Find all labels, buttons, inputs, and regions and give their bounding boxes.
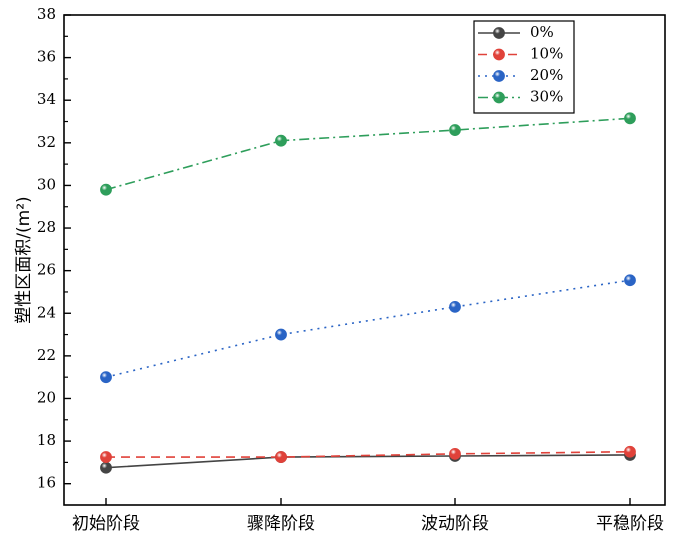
plot-frame <box>63 14 666 506</box>
y-tick-label: 28 <box>37 218 56 236</box>
data-point <box>449 300 461 313</box>
series-line <box>105 279 631 378</box>
series-line <box>105 454 631 469</box>
data-point <box>100 451 112 463</box>
data-point <box>275 134 287 147</box>
legend-label: 20% <box>530 66 563 84</box>
y-axis-title: 塑性区面积/(m²) <box>14 196 34 323</box>
legend-label: 0% <box>530 23 554 41</box>
axis-ticks-layer: 16 18 20 22 24 26 28 30 32 34 36 38 初始阶段 骤降阶段 波动阶段 平稳阶段 <box>37 5 664 534</box>
series-lines-layer <box>105 117 631 469</box>
data-point <box>100 461 112 474</box>
data-point <box>275 328 287 341</box>
y-tick-label: 38 <box>37 5 56 23</box>
x-tick-label: 波动阶段 <box>421 514 489 534</box>
legend: 0% 10% 20% 30% <box>473 20 575 114</box>
y-tick-label: 24 <box>37 303 56 321</box>
y-tick-label: 22 <box>37 346 56 364</box>
y-tick-label: 20 <box>37 388 56 406</box>
data-point <box>624 445 636 458</box>
y-tick-label: 30 <box>37 175 56 193</box>
legend-marker <box>493 70 505 82</box>
legend-label: 30% <box>530 88 563 106</box>
data-point <box>449 124 461 136</box>
y-tick-label: 32 <box>37 133 56 151</box>
y-tick-label: 36 <box>37 48 56 66</box>
y-tick-label: 34 <box>37 90 56 108</box>
data-point <box>100 371 112 384</box>
data-point <box>100 183 112 196</box>
legend-marker <box>493 48 505 61</box>
x-tick-label: 骤降阶段 <box>247 514 315 534</box>
y-tick-label: 16 <box>37 474 56 492</box>
x-tick-label: 初始阶段 <box>72 514 140 534</box>
data-point <box>275 451 287 463</box>
x-tick-label: 平稳阶段 <box>596 514 664 534</box>
y-tick-label: 18 <box>37 431 56 449</box>
series-line <box>105 117 631 191</box>
data-point <box>624 112 636 125</box>
legend-box <box>473 20 575 114</box>
y-tick-label: 26 <box>37 261 56 279</box>
series-points-layer <box>100 112 636 474</box>
series-line <box>106 450 631 458</box>
legend-marker <box>493 27 505 39</box>
data-point <box>624 274 636 287</box>
legend-marker <box>493 91 505 104</box>
legend-label: 10% <box>530 45 563 63</box>
data-point <box>449 447 461 460</box>
